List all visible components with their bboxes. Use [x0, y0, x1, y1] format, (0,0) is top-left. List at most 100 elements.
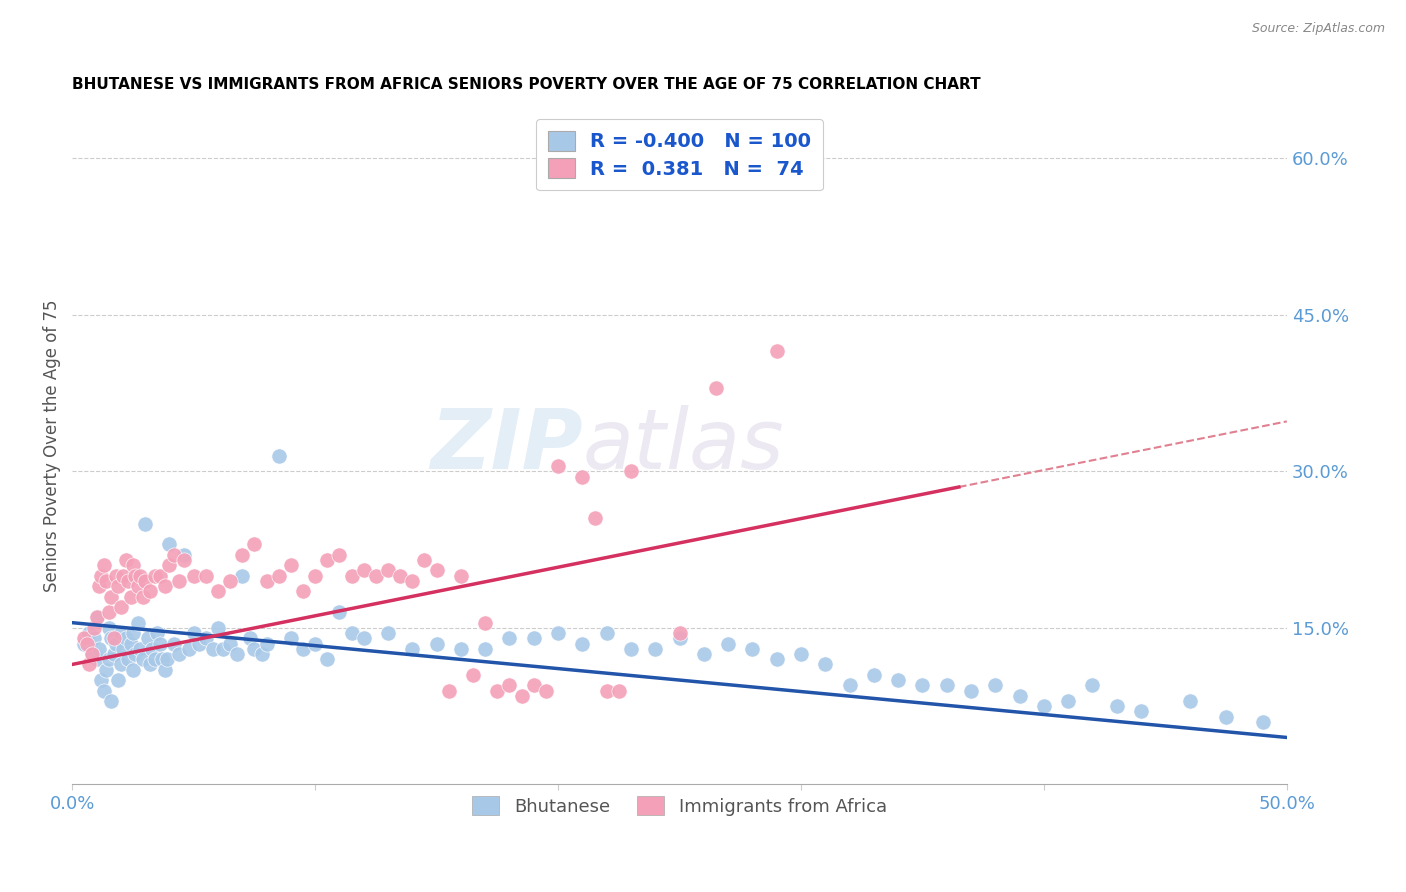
Point [103, 647, 125, 661]
Point [96, 663, 118, 677]
Point [437, 683, 460, 698]
Point [80, 647, 103, 661]
Point [149, 568, 172, 582]
Point [1057, 694, 1080, 708]
Point [153, 579, 176, 593]
Point [377, 626, 399, 640]
Point [353, 632, 375, 646]
Point [131, 652, 153, 666]
Point [107, 673, 129, 687]
Point [280, 558, 302, 573]
Point [97, 621, 120, 635]
Point [120, 590, 142, 604]
Point [86, 652, 108, 666]
Point [73, 632, 96, 646]
Point [114, 632, 136, 646]
Point [104, 636, 127, 650]
Point [1130, 705, 1153, 719]
Point [120, 636, 142, 650]
Point [211, 641, 233, 656]
Point [717, 636, 740, 650]
Point [231, 548, 253, 562]
Point [583, 511, 606, 525]
Point [77, 657, 100, 672]
Point [207, 584, 229, 599]
Text: ZIP: ZIP [430, 405, 582, 486]
Point [110, 657, 132, 672]
Point [911, 678, 934, 692]
Point [292, 641, 315, 656]
Point [100, 632, 122, 646]
Point [595, 683, 617, 698]
Point [80, 647, 103, 661]
Point [461, 668, 484, 682]
Point [267, 568, 290, 582]
Point [814, 657, 837, 672]
Point [450, 641, 472, 656]
Point [328, 548, 350, 562]
Point [353, 564, 375, 578]
Point [1081, 678, 1104, 692]
Point [1105, 699, 1128, 714]
Point [107, 579, 129, 593]
Point [87, 579, 110, 593]
Point [1251, 714, 1274, 729]
Point [103, 632, 125, 646]
Point [340, 626, 363, 640]
Point [547, 459, 569, 474]
Point [571, 469, 593, 483]
Point [97, 605, 120, 619]
Point [173, 553, 195, 567]
Point [167, 647, 190, 661]
Point [523, 678, 546, 692]
Point [389, 568, 412, 582]
Point [620, 641, 643, 656]
Point [73, 636, 96, 650]
Point [117, 574, 139, 588]
Point [304, 568, 326, 582]
Point [156, 652, 179, 666]
Point [571, 636, 593, 650]
Point [243, 537, 266, 551]
Point [163, 636, 186, 650]
Point [486, 683, 509, 698]
Point [607, 683, 630, 698]
Point [547, 626, 569, 640]
Point [693, 647, 716, 661]
Point [96, 574, 118, 588]
Point [231, 568, 253, 582]
Point [202, 641, 225, 656]
Point [93, 558, 115, 573]
Point [86, 610, 108, 624]
Point [163, 548, 186, 562]
Point [110, 600, 132, 615]
Point [292, 584, 315, 599]
Point [219, 574, 242, 588]
Point [523, 632, 546, 646]
Point [377, 564, 399, 578]
Point [136, 632, 159, 646]
Point [790, 647, 813, 661]
Text: Source: ZipAtlas.com: Source: ZipAtlas.com [1251, 22, 1385, 36]
Point [131, 590, 153, 604]
Point [157, 537, 180, 551]
Point [127, 615, 149, 630]
Point [134, 574, 156, 588]
Point [401, 574, 423, 588]
Point [149, 636, 172, 650]
Text: atlas: atlas [582, 405, 785, 486]
Point [129, 641, 152, 656]
Point [173, 548, 195, 562]
Point [117, 652, 139, 666]
Point [143, 652, 166, 666]
Point [110, 626, 132, 640]
Point [401, 641, 423, 656]
Point [112, 641, 135, 656]
Point [1215, 709, 1237, 723]
Point [935, 678, 957, 692]
Point [1178, 694, 1201, 708]
Point [177, 641, 200, 656]
Point [83, 632, 105, 646]
Point [90, 673, 112, 687]
Point [183, 568, 205, 582]
